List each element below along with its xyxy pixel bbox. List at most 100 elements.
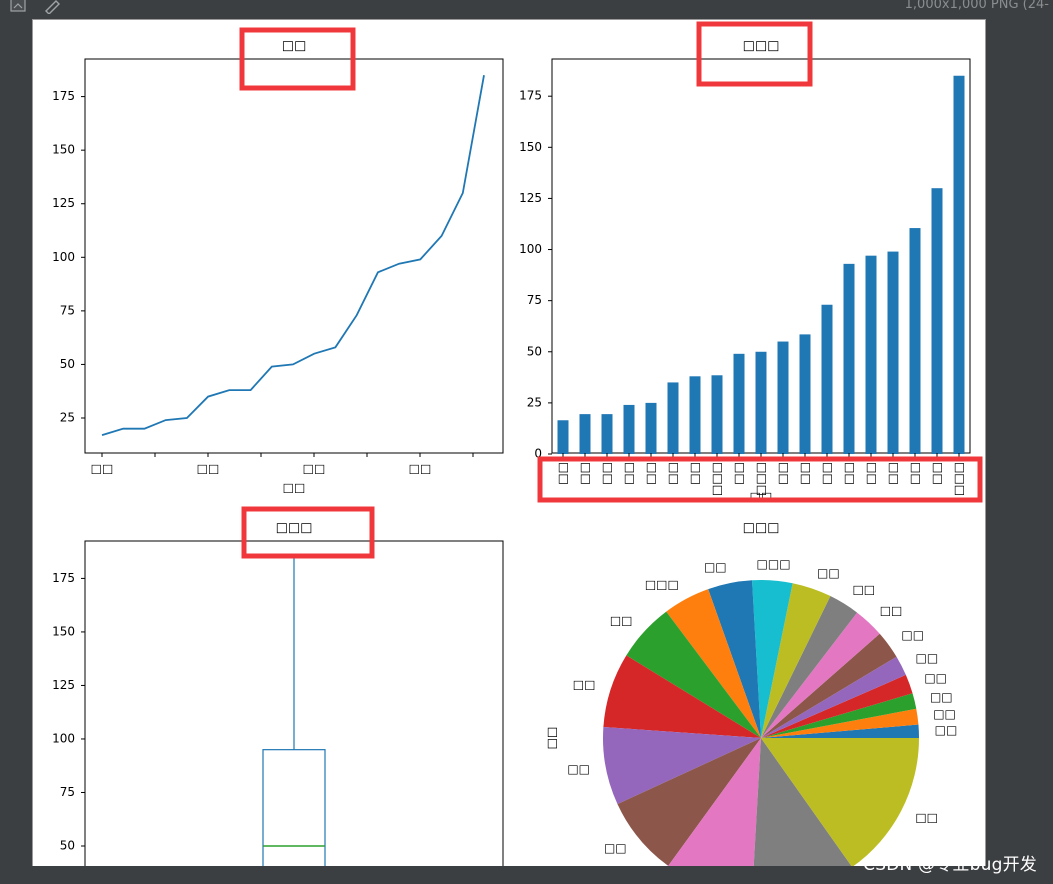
box-iqr [262, 749, 326, 868]
bar-mark [689, 376, 701, 454]
bar-chart-x-tick-label: □□ [732, 462, 746, 485]
bar-mark [799, 334, 811, 454]
pie-slice-label: □□ [901, 628, 924, 642]
bar-mark [667, 382, 679, 454]
bar-chart-x-tick-label: □□ [556, 462, 570, 485]
pie-slice-label: □□ [573, 677, 596, 691]
bar-mark [711, 375, 723, 454]
pie-slice [761, 724, 919, 738]
title-highlight-box [241, 506, 375, 559]
line-chart-x-label: □□ [283, 481, 306, 495]
pie-slice [617, 738, 761, 866]
bar-chart-x-tick-label: □□ [864, 462, 878, 485]
bar-mark [579, 414, 591, 454]
bar-chart-x-tick-label: □□ [886, 462, 900, 485]
bar-chart-x-tick-label: □□□ [710, 462, 724, 496]
line-chart-y-tick-label: 175 [52, 89, 75, 103]
line-chart-x-tick-label: □□ [409, 462, 432, 476]
bar-chart-y-tick-label: 125 [519, 191, 542, 205]
bar-chart-x-tick-label: □□ [842, 462, 856, 485]
box-chart-y-tick-label: 150 [52, 624, 75, 638]
pie-slice-label: □□ [567, 762, 590, 776]
pie-slice [761, 693, 917, 738]
bar-mark [843, 263, 855, 454]
pie-slice [753, 738, 853, 868]
bar-mark [777, 341, 789, 454]
pie-slice-label: □□□ [757, 557, 791, 571]
line-chart-y-tick-label: 75 [60, 303, 75, 317]
bar-chart-y-tick-label: 100 [519, 242, 542, 256]
pie-slice [761, 738, 919, 868]
line-series [101, 75, 485, 436]
line-chart-x-tick-label: □□ [197, 462, 220, 476]
pie-slice [761, 612, 880, 738]
pie-slice-label: □□ [924, 671, 947, 685]
box-chart-title: □□□ [276, 521, 313, 536]
bar-mark [953, 75, 965, 455]
bar-chart-x-tick-label: □□ [798, 462, 812, 485]
bar-chart-x-tick-label: □□□ [754, 462, 768, 496]
line-chart-x-tick-label: □□ [303, 462, 326, 476]
bar-mark [601, 414, 613, 454]
pie-slice-label: □□ [930, 690, 953, 704]
line-chart-title: □□ [282, 39, 307, 54]
bar-mark [623, 404, 635, 454]
bar-mark [557, 420, 569, 454]
pie-slice [761, 656, 906, 738]
bar-mark [645, 402, 657, 454]
line-chart-y-tick-label: 100 [52, 250, 75, 264]
bar-chart-x-tick-label: □□ [666, 462, 680, 485]
image-frame-icon[interactable] [8, 0, 30, 14]
pie-chart-title: □□□ [743, 521, 780, 536]
pie-slice [761, 583, 831, 738]
pie-slice-label: □□ [604, 841, 627, 855]
bar-chart-x-tick-label: □□ [688, 462, 702, 485]
pie-slice-label: □□ [915, 810, 938, 824]
x-labels-highlight-box [537, 456, 983, 503]
bar-mark [821, 304, 833, 454]
box-chart-y-tick-label: 75 [60, 785, 75, 799]
pie-slice-label: □□ [880, 604, 903, 618]
bar-chart-x-tick-label: □□ [908, 462, 922, 485]
pie-chart-y-label: □□ [545, 727, 559, 750]
pie-slice-label: □□ [610, 613, 633, 627]
pen-edit-icon[interactable] [42, 0, 64, 14]
bar-chart-y-tick-label: 175 [519, 89, 542, 103]
bar-mark [733, 353, 745, 454]
bar-chart-x-tick-label: □□□ [952, 462, 966, 496]
bar-chart-x-tick-label: □□ [622, 462, 636, 485]
bar-chart-x-tick-label: □□ [578, 462, 592, 485]
box-chart-y-tick-label: 50 [60, 839, 75, 853]
bar-chart-x-tick-label: □□ [930, 462, 944, 485]
bar-chart-y-tick-label: 0 [534, 447, 542, 461]
pie-slice-label: □□□ [645, 577, 679, 591]
bar-mark [887, 251, 899, 454]
bar-chart-y-tick-label: 50 [527, 344, 542, 358]
box-chart-y-tick-label: 125 [52, 678, 75, 692]
line-chart-y-tick-label: 25 [60, 411, 75, 425]
pie-slice-label: □□ [704, 560, 727, 574]
bar-mark [931, 188, 943, 454]
bar-mark [909, 228, 921, 454]
box-chart-y-tick-label: 175 [52, 571, 75, 585]
pie-slice [602, 726, 761, 805]
pie-slice-label: □□ [916, 651, 939, 665]
bar-chart-y-tick-label: 25 [527, 395, 542, 409]
title-highlight-box [696, 21, 813, 87]
pie-slice [752, 580, 793, 738]
line-chart-y-tick-label: 125 [52, 196, 75, 210]
pie-slice-label: □□ [817, 566, 840, 580]
image-canvas: □□ 25 50 75 100 125 150 175 □□ □□ □□ □□ □□ □□□ 0 25 50 75… [32, 19, 986, 869]
bar-chart-x-tick-label: □□ [820, 462, 834, 485]
bar-chart-title: □□□ [743, 39, 780, 54]
box-chart-y-tick-label: 100 [52, 731, 75, 745]
bar-chart-x-tick-label: □□ [644, 462, 658, 485]
line-chart-frame [84, 58, 504, 454]
box-chart-frame [84, 540, 504, 868]
line-chart-x-tick-label: □□ [91, 462, 114, 476]
bar-chart-x-tick-label: □□ [600, 462, 614, 485]
bar-chart-y-tick-label: 75 [527, 293, 542, 307]
pie-slice [668, 738, 761, 868]
status-strip [0, 866, 1053, 884]
